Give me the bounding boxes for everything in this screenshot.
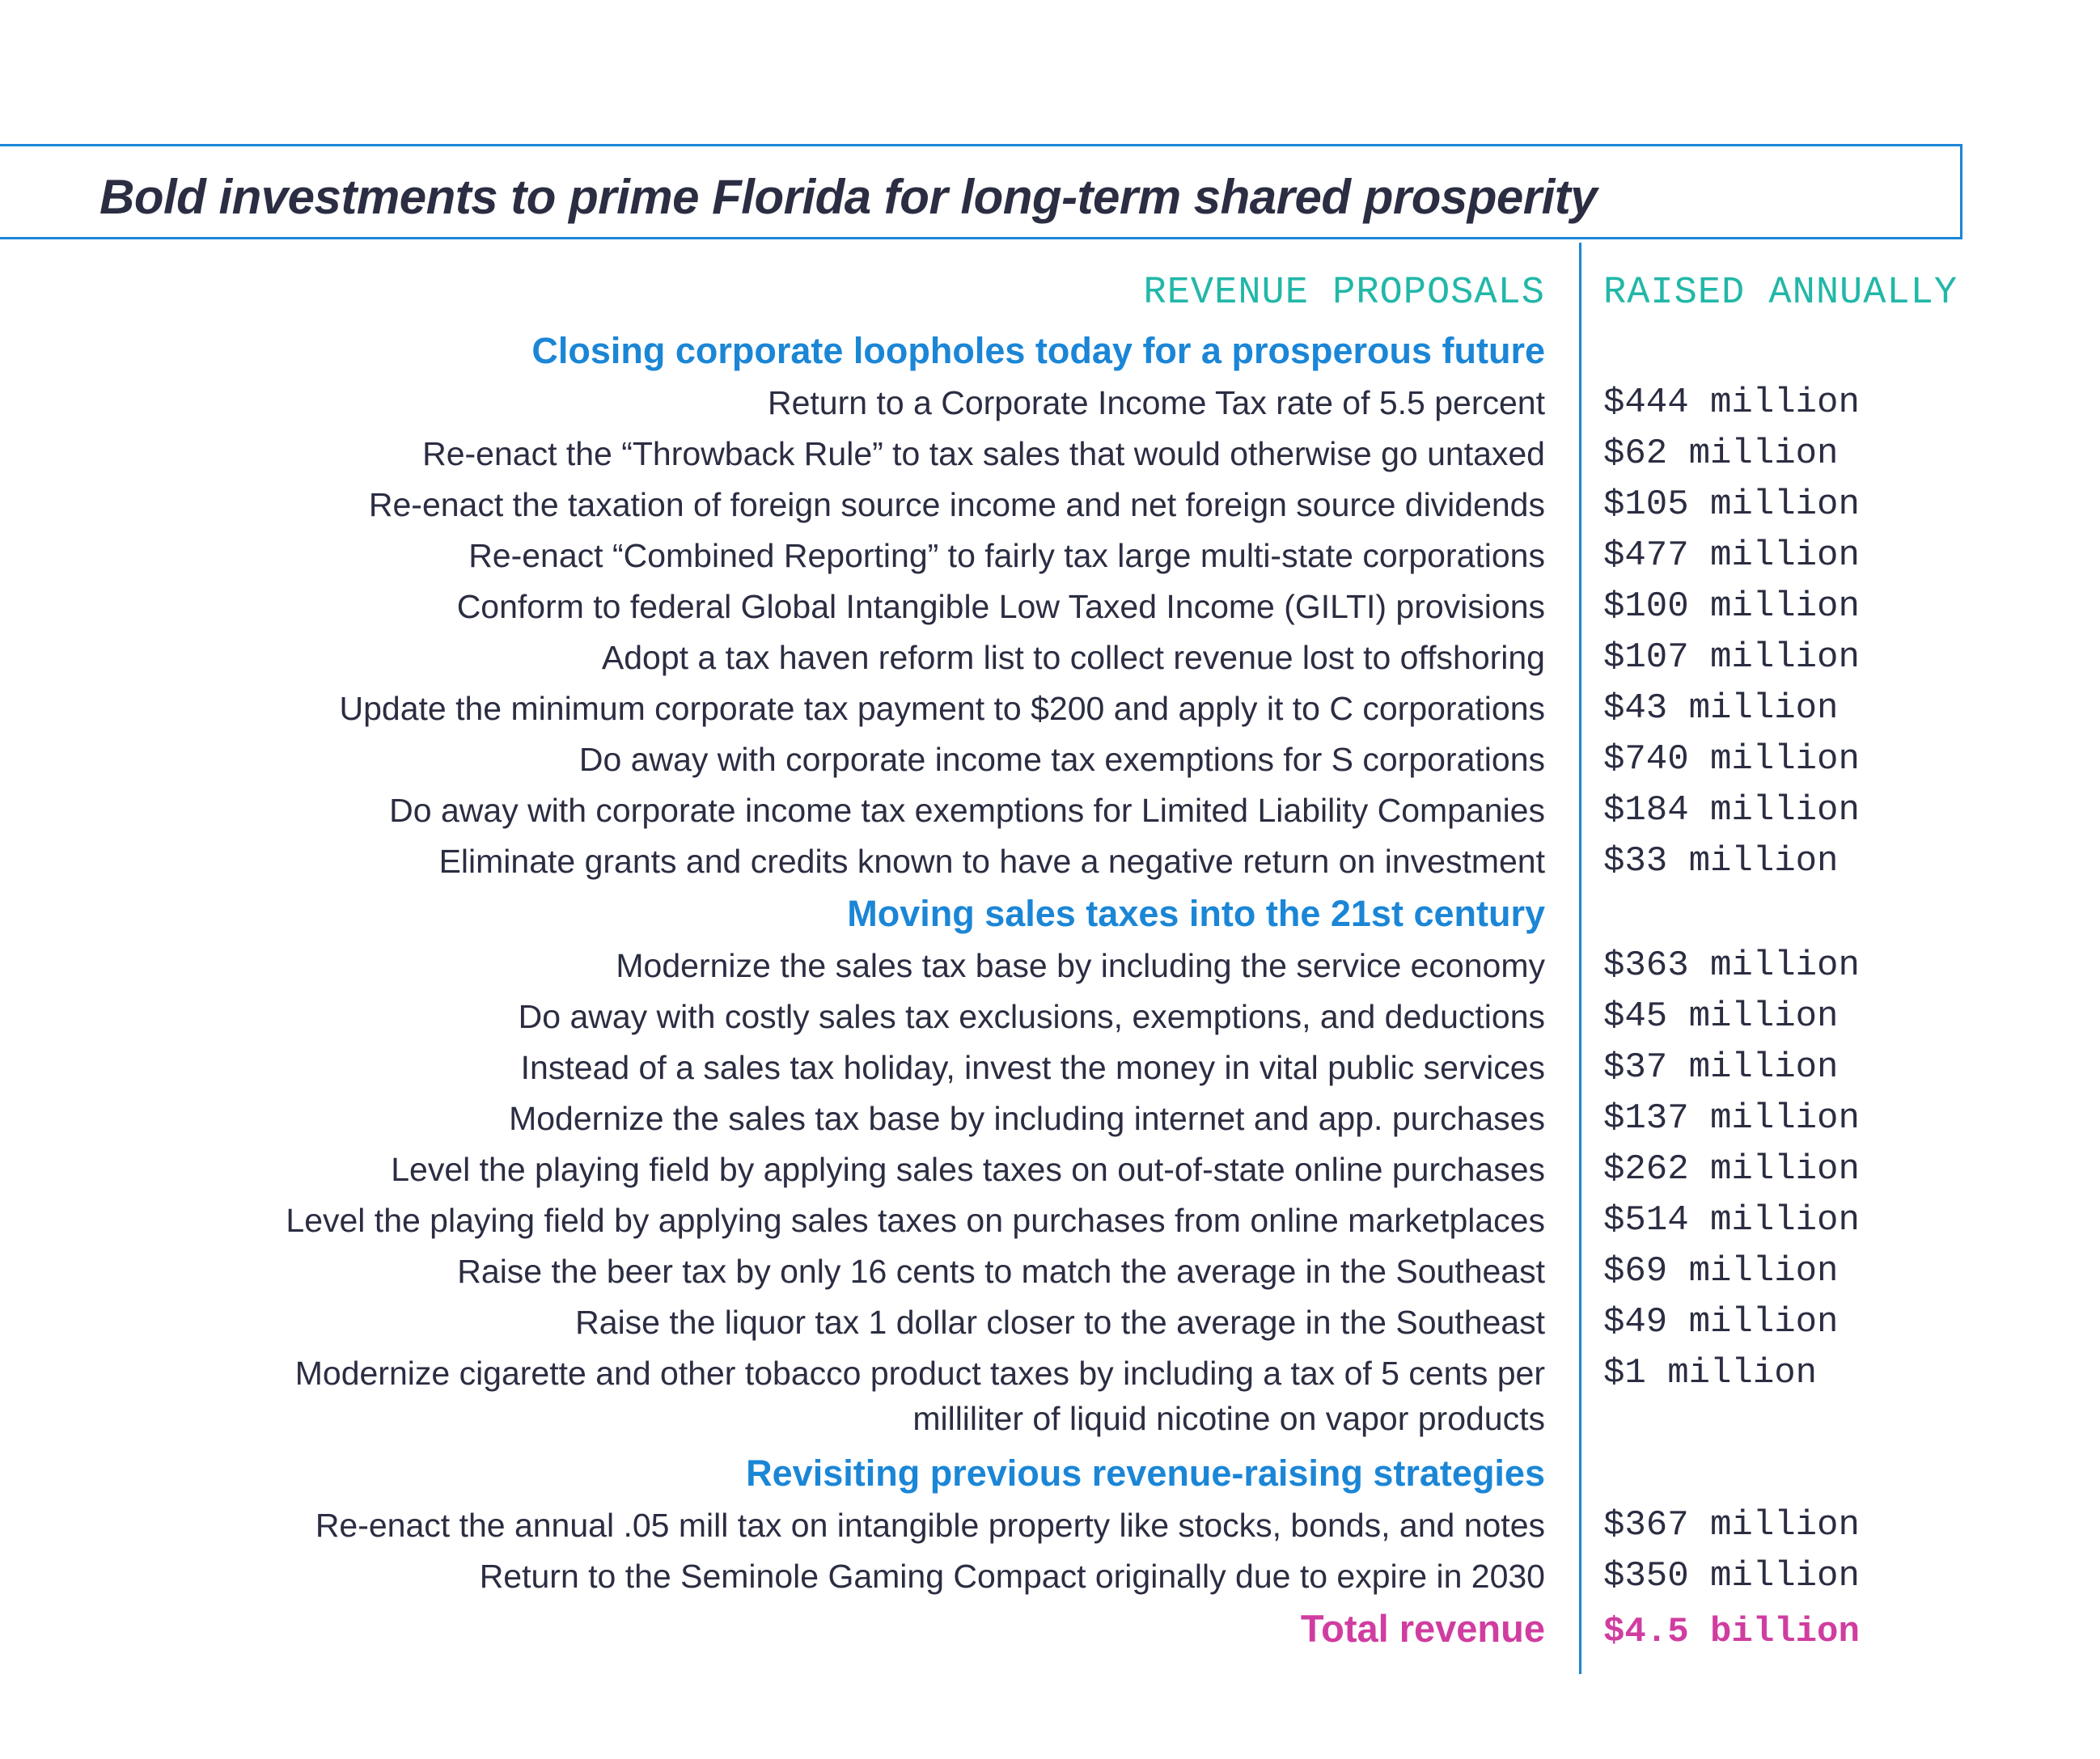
proposal-label: Re-enact “Combined Reporting” to fairly …	[468, 537, 1545, 574]
title-banner: Bold investments to prime Florida for lo…	[0, 144, 1962, 239]
table-row: Level the playing field by applying sale…	[0, 1198, 2100, 1249]
amount-value: $100 million	[1603, 586, 1860, 627]
table-row: Update the minimum corporate tax payment…	[0, 686, 2100, 737]
section-heading-sales: Moving sales taxes into the 21st century	[847, 893, 1545, 934]
proposal-label: Conform to federal Global Intangible Low…	[456, 588, 1545, 625]
amount-value: $1 million	[1603, 1353, 1818, 1393]
raised-annually-header: RAISED ANNUALLY	[1603, 272, 1958, 315]
amount-value: $740 million	[1603, 739, 1860, 780]
table-row: Do away with corporate income tax exempt…	[0, 737, 2100, 788]
proposal-label: Do away with corporate income tax exempt…	[578, 741, 1545, 778]
table-row: Return to the Seminole Gaming Compact or…	[0, 1554, 2100, 1605]
amount-value: $49 million	[1603, 1302, 1839, 1343]
page-title: Bold investments to prime Florida for lo…	[99, 170, 1598, 224]
amount-value: $105 million	[1603, 484, 1860, 525]
section-header-row: Closing corporate loopholes today for a …	[0, 327, 2100, 380]
amount-value: $363 million	[1603, 945, 1860, 986]
proposal-label: Modernize the sales tax base by includin…	[616, 947, 1545, 984]
proposal-label: Re-enact the annual .05 mill tax on inta…	[315, 1507, 1545, 1544]
amount-value: $350 million	[1603, 1556, 1860, 1596]
proposal-label: Adopt a tax haven reform list to collect…	[601, 639, 1545, 676]
proposal-label: Return to the Seminole Gaming Compact or…	[479, 1558, 1545, 1595]
proposal-label: Re-enact the taxation of foreign source …	[368, 486, 1545, 523]
proposal-label-line-2: milliliter of liquid nicotine on vapor p…	[912, 1400, 1545, 1437]
proposal-label: Modernize the sales tax base by includin…	[509, 1100, 1545, 1137]
amount-value: $477 million	[1603, 535, 1860, 576]
table-row: Re-enact the “Throwback Rule” to tax sal…	[0, 431, 2100, 482]
amount-value: $62 million	[1603, 433, 1839, 474]
proposal-label: Instead of a sales tax holiday, invest t…	[520, 1049, 1545, 1086]
proposal-label: Level the playing field by applying sale…	[286, 1202, 1545, 1239]
amount-value: $367 million	[1603, 1505, 1860, 1545]
revenue-table: Closing corporate loopholes today for a …	[0, 327, 2100, 1661]
table-row: Eliminate grants and credits known to ha…	[0, 839, 2100, 890]
amount-value: $107 million	[1603, 637, 1860, 678]
proposal-label: Level the playing field by applying sale…	[391, 1151, 1545, 1188]
proposal-label: Do away with costly sales tax exclusions…	[518, 998, 1545, 1035]
proposal-label-line-1: Modernize cigarette and other tobacco pr…	[294, 1355, 1545, 1392]
table-row: Raise the liquor tax 1 dollar closer to …	[0, 1300, 2100, 1351]
table-row: Instead of a sales tax holiday, invest t…	[0, 1045, 2100, 1096]
table-row: Modernize cigarette and other tobacco pr…	[0, 1351, 2100, 1449]
proposal-label: Re-enact the “Throwback Rule” to tax sal…	[422, 435, 1545, 472]
table-row: Raise the beer tax by only 16 cents to m…	[0, 1249, 2100, 1300]
proposal-label: Raise the liquor tax 1 dollar closer to …	[575, 1304, 1545, 1341]
amount-value: $69 million	[1603, 1251, 1839, 1292]
table-row: Re-enact the annual .05 mill tax on inta…	[0, 1503, 2100, 1554]
table-row: Conform to federal Global Intangible Low…	[0, 584, 2100, 635]
table-row: Adopt a tax haven reform list to collect…	[0, 635, 2100, 686]
amount-value: $43 million	[1603, 688, 1839, 729]
amount-value: $37 million	[1603, 1047, 1839, 1088]
table-row: Do away with corporate income tax exempt…	[0, 788, 2100, 839]
section-heading-previous: Revisiting previous revenue-raising stra…	[746, 1452, 1545, 1494]
section-heading-corporate: Closing corporate loopholes today for a …	[531, 330, 1545, 371]
proposal-label: Do away with corporate income tax exempt…	[389, 792, 1545, 829]
total-amount: $4.5 billion	[1603, 1612, 1860, 1652]
table-row: Modernize the sales tax base by includin…	[0, 1096, 2100, 1147]
proposal-label-multiline: Modernize cigarette and other tobacco pr…	[295, 1351, 1545, 1441]
proposal-label: Update the minimum corporate tax payment…	[339, 690, 1545, 727]
revenue-proposals-header: REVENUE PROPOSALS	[1143, 272, 1545, 315]
table-row: Return to a Corporate Income Tax rate of…	[0, 380, 2100, 431]
section-header-row: Moving sales taxes into the 21st century	[0, 890, 2100, 943]
amount-value: $45 million	[1603, 996, 1839, 1037]
table-row: Re-enact the taxation of foreign source …	[0, 482, 2100, 533]
section-header-row: Revisiting previous revenue-raising stra…	[0, 1449, 2100, 1503]
amount-value: $33 million	[1603, 841, 1839, 882]
amount-value: $137 million	[1603, 1098, 1860, 1139]
proposal-label: Return to a Corporate Income Tax rate of…	[768, 384, 1545, 421]
proposal-label: Eliminate grants and credits known to ha…	[438, 843, 1545, 880]
amount-value: $184 million	[1603, 790, 1860, 831]
amount-value: $444 million	[1603, 383, 1860, 423]
column-divider	[1579, 243, 1581, 1674]
proposal-label: Raise the beer tax by only 16 cents to m…	[457, 1253, 1545, 1290]
amount-value: $262 million	[1603, 1149, 1860, 1190]
table-row: Do away with costly sales tax exclusions…	[0, 994, 2100, 1045]
total-row: Total revenue $4.5 billion	[0, 1605, 2100, 1661]
table-row: Re-enact “Combined Reporting” to fairly …	[0, 533, 2100, 584]
table-row: Modernize the sales tax base by includin…	[0, 943, 2100, 994]
total-label: Total revenue	[1300, 1607, 1545, 1650]
table-row: Level the playing field by applying sale…	[0, 1147, 2100, 1198]
amount-value: $514 million	[1603, 1200, 1860, 1241]
